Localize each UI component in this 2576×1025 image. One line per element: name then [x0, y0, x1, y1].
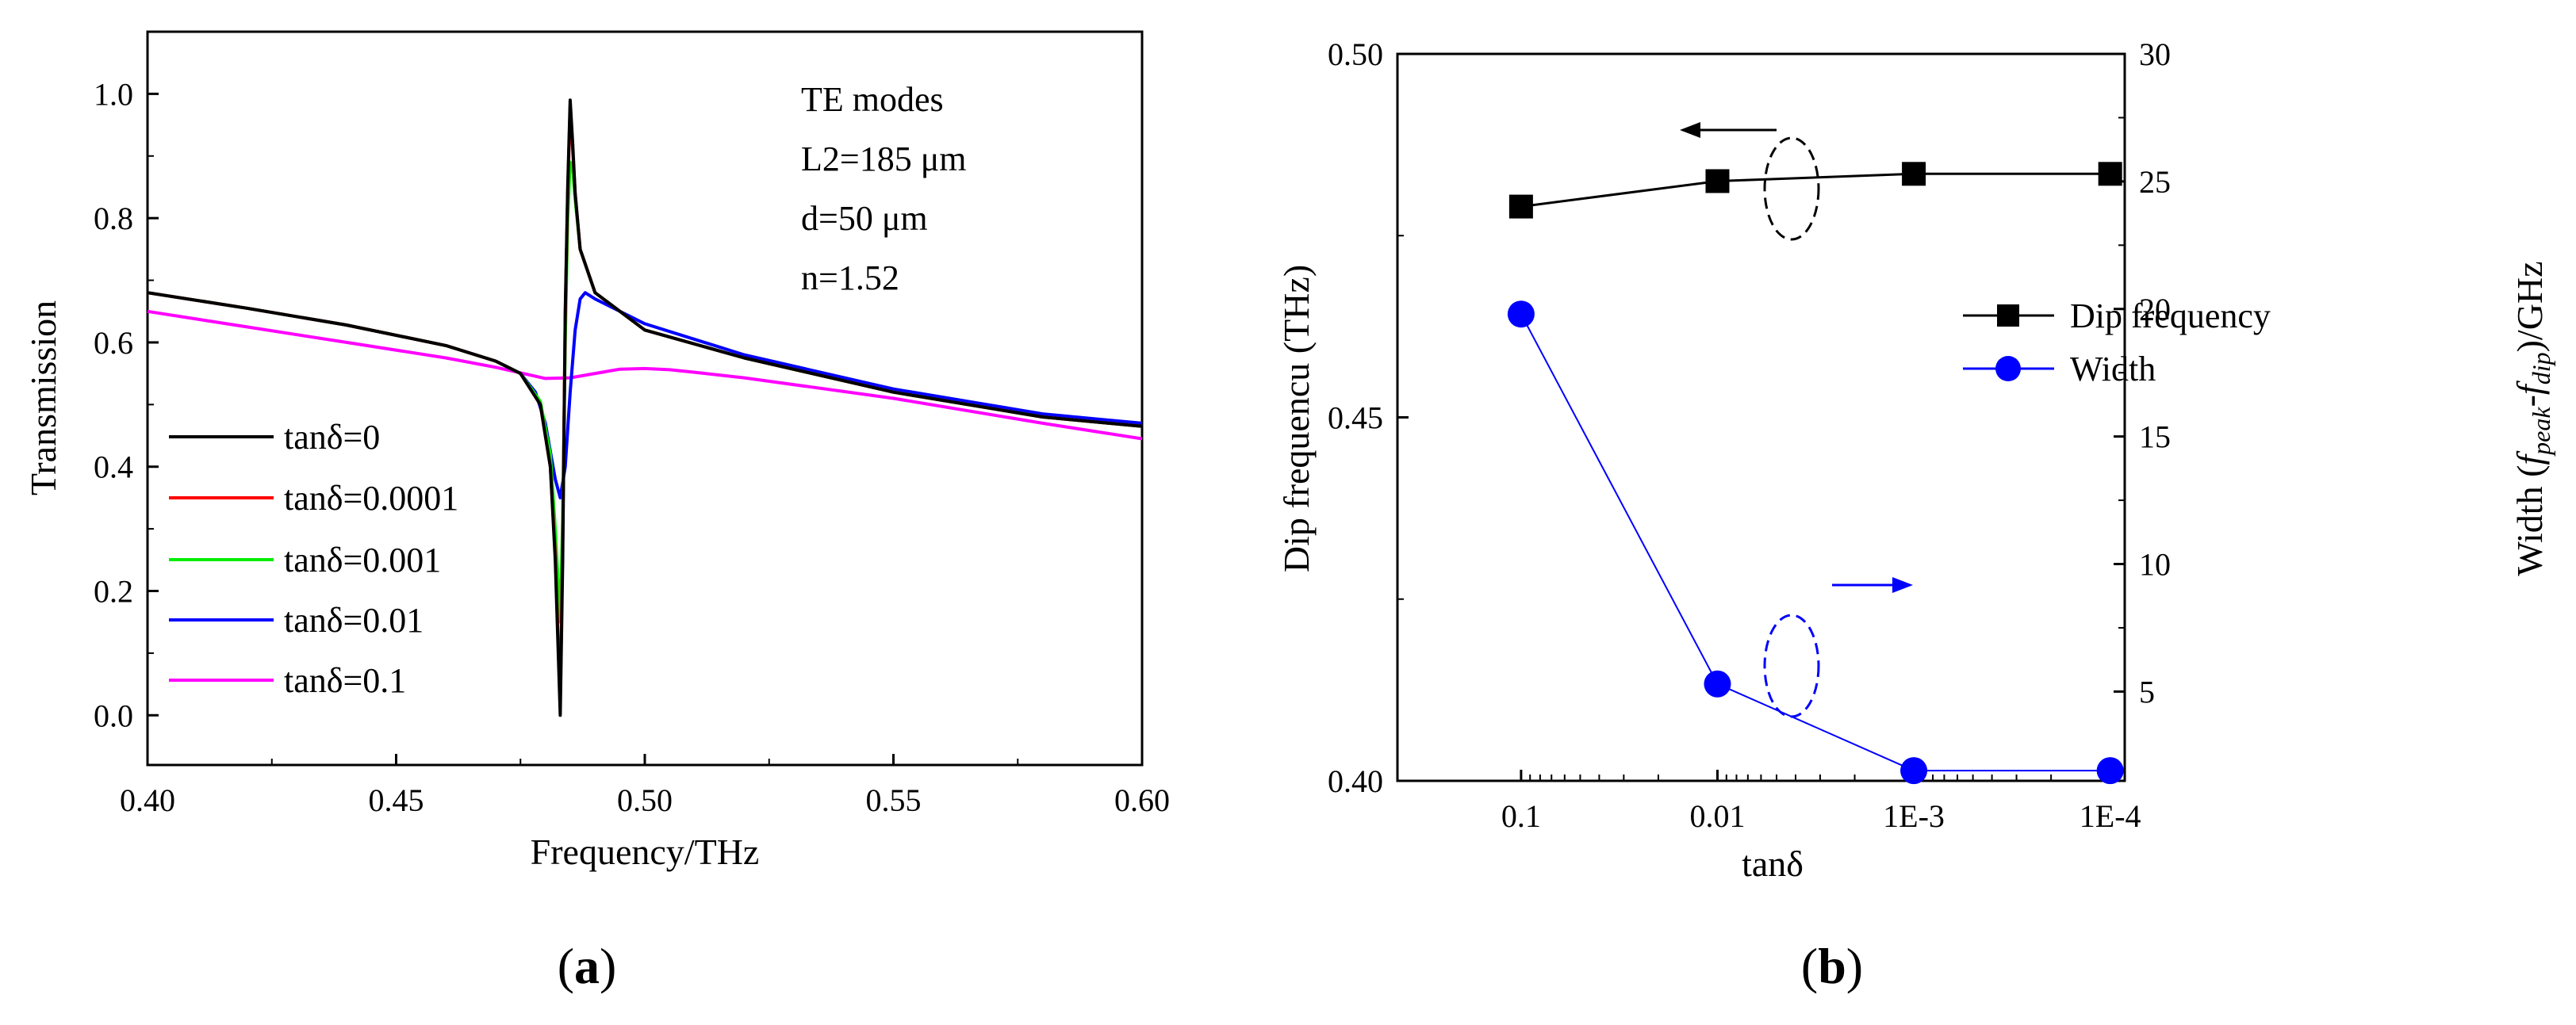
marker-dip-frequency-1e-4 [2098, 162, 2122, 186]
legend-a: tanδ=0 tanδ=0.0001 tanδ=0.001 tanδ=0.01 … [169, 418, 458, 700]
y-ticks-b-left: 0.40 0.45 0.50 [1328, 36, 1409, 799]
series-line-tan-0.01 [147, 291, 1143, 499]
x-tick-label: 0.40 [120, 782, 175, 818]
panel-label-a: (a) [558, 938, 617, 994]
legend-label-tand0.001: tanδ=0.001 [284, 541, 441, 579]
legend-label-tand0.01: tanδ=0.01 [284, 601, 424, 640]
plot-area-b [1396, 52, 2126, 782]
x-tick-label: 0.01 [1689, 798, 1745, 834]
legend-label-tand0.0001: tanδ=0.0001 [284, 479, 458, 518]
series-line-dip-frequency [1520, 172, 2110, 208]
x-ticks-b: 0.1 0.01 1E-3 1E-4 [1501, 770, 2141, 834]
series-line-width [1520, 313, 2110, 772]
marker-dip-frequency-0.1 [1508, 194, 1533, 219]
y-tick-label: 0.2 [94, 574, 133, 610]
y-tick-label: 0.4 [94, 449, 133, 485]
x-tick-label: 0.60 [1114, 782, 1170, 818]
y-tick-label: 1.0 [94, 76, 133, 112]
y-ticks-a: 0.0 0.2 0.4 0.6 0.8 1.0 [94, 31, 159, 733]
series-lines-a [147, 98, 1143, 717]
y-tick-label: 0.6 [94, 325, 133, 361]
annotation-block-a: TE modes L2=185 μm d=50 μm n=1.52 [801, 80, 967, 297]
y-right-tick-label: 10 [2139, 547, 2171, 583]
y-tick-label: 0.8 [94, 201, 133, 236]
marker-width-1e-3 [1900, 757, 1928, 785]
marker-width-1e-4 [2096, 757, 2124, 785]
y-axis-label-a: Transmission [23, 300, 63, 495]
x-tick-label: 0.45 [369, 782, 424, 818]
panel-label-b: (b) [1801, 938, 1863, 994]
series-line-tan-0 [147, 98, 1143, 717]
x-axis-label-a: Frequency/THz [531, 832, 760, 872]
x-axis-label-b: tanδ [1742, 843, 1804, 884]
y-ticks-b-right: 5 10 15 20 25 30 [2114, 36, 2171, 709]
y-tick-label: 0.45 [1328, 400, 1383, 436]
x-tick-label: 1E-4 [2080, 798, 2141, 834]
panel-b: 0.1 0.01 1E-3 1E-4 0.40 0.45 0.50 5 10 15 20 25 30… [1276, 36, 2555, 994]
legend-label-tand0: tanδ=0 [284, 418, 380, 457]
marker-dip-frequency-1e-3 [1902, 162, 1926, 186]
marker-dip-frequency-0.01 [1705, 169, 1730, 193]
legend-label-tand0.1: tanδ=0.1 [284, 661, 406, 700]
x-tick-label: 0.1 [1501, 798, 1541, 834]
y-axis-label-b-right: Width (fpeak-fdip)/GHz [2509, 261, 2555, 576]
legend-label-dip: Dip frequency [2070, 296, 2271, 335]
y-tick-label: 0.50 [1328, 36, 1383, 72]
x-tick-label: 0.50 [617, 782, 673, 818]
y-right-tick-label: 20 [2139, 292, 2171, 327]
arrow-head-left [1680, 122, 1700, 138]
y-right-tick-label: 5 [2139, 674, 2155, 709]
x-tick-label: 1E-3 [1883, 798, 1945, 834]
y-axis-label-b-left: Dip frequencu (THz) [1276, 265, 1317, 572]
legend-marker-width [1995, 356, 2021, 381]
legend-marker-dip [1997, 304, 2019, 327]
panel-a: 0.40 0.45 0.50 0.55 0.60 0.00.20.40.60.81.0 … [23, 30, 1170, 994]
series-line-tan-0.1 [147, 309, 1143, 441]
x-tick-label: 0.55 [866, 782, 922, 818]
annotation-line: L2=185 μm [801, 140, 967, 178]
x-ticks-a: 0.40 0.45 0.50 0.55 0.60 [120, 754, 1170, 818]
annotation-line: n=1.52 [801, 258, 899, 297]
legend-b: Dip frequency Width [1963, 296, 2271, 388]
arrow-head-right [1892, 577, 1913, 593]
marker-width-0.01 [1704, 670, 1731, 698]
y-right-tick-label: 15 [2139, 419, 2171, 455]
plot-area-a [146, 30, 1144, 767]
y-right-tick-label: 25 [2139, 164, 2171, 200]
marker-width-0.1 [1507, 300, 1535, 328]
highlight-ellipse-width [1763, 614, 1820, 718]
y-tick-label: 0.40 [1328, 763, 1383, 799]
annotation-line: TE modes [801, 80, 944, 119]
y-tick-label: 0.0 [94, 698, 133, 733]
series-lines-b [1507, 162, 2124, 785]
highlight-ellipse-dip [1763, 136, 1820, 241]
legend-label-width: Width [2070, 350, 2156, 388]
annotation-line: d=50 μm [801, 199, 928, 238]
y-right-tick-label: 30 [2139, 36, 2171, 72]
